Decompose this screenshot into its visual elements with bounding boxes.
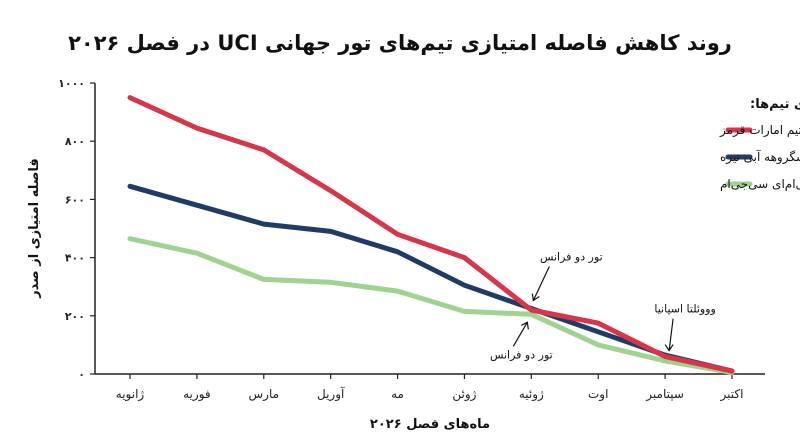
series-line-0 <box>127 95 735 374</box>
annotation-label: وووئلتا اسپانیا <box>654 303 715 316</box>
series-line-1 <box>127 183 735 374</box>
legend-label: دکاتلون سی‌ام‌ای سی‌جی‌ام <box>720 177 800 192</box>
x-tick-label: آوریل <box>317 386 345 402</box>
annotation-arrow <box>668 318 674 351</box>
series-lines <box>127 95 735 375</box>
series-line-2 <box>127 236 735 375</box>
y-tick-label: ۶۰۰ <box>65 193 85 206</box>
x-tick-label: سپتامبر <box>645 387 684 402</box>
x-tick-label: فوریه <box>183 387 211 402</box>
x-tick-label: مه <box>391 387 404 401</box>
legend-title: راهنمای تیم‌ها: <box>750 97 800 112</box>
x-tick-label: ژانویه <box>116 387 145 402</box>
legend: راهنمای تیم‌ها: تیم امارات قرمز ردبول-بور… <box>719 97 800 192</box>
y-tick-label: ۴۰۰ <box>65 252 85 265</box>
plot-area: ۰ ۲۰۰ ۴۰۰ ۶۰۰ ۸۰۰ ۱۰۰۰ ژانویه فوریه مارس آوریل مه… <box>58 77 765 402</box>
y-axis-label: فاصله امتیازی از صدر <box>27 158 42 299</box>
x-tick-label: مارس <box>249 387 280 402</box>
x-ticks: ژانویه فوریه مارس آوریل مه ژوئن ژوئیه اوت سپتامب… <box>116 374 744 402</box>
x-axis-label: ماه‌های فصل ۲۰۲۶ <box>370 417 490 432</box>
y-tick-label: ۰ <box>78 368 85 381</box>
chart-title: روند کاهش فاصله امتیازی تیم‌های تور جهان… <box>68 31 732 55</box>
x-tick-label: ژوئن <box>452 387 476 402</box>
annotation-arrow <box>512 322 528 347</box>
annotation-label: تور دو فرانس <box>540 251 603 264</box>
annotations: تور دو فرانس تور دو فرانس وووئلتا اسپانیا <box>490 251 716 362</box>
annotation-arrowhead <box>664 344 674 352</box>
y-tick-label: ۸۰۰ <box>65 135 85 148</box>
legend-label: ردبول-بورا-هانسگروهه آبی تیره <box>720 149 800 165</box>
y-tick-label: ۱۰۰۰ <box>58 77 85 90</box>
x-tick-label: اکتبر <box>720 387 744 402</box>
x-tick-label: ژوئیه <box>519 387 544 402</box>
annotation-arrow <box>532 266 550 301</box>
annotation-label: تور دو فرانس <box>490 348 553 361</box>
legend-label: تیم امارات قرمز <box>719 123 800 138</box>
annotation-arrowhead <box>531 293 540 302</box>
annotation-arrowhead <box>521 321 529 330</box>
y-ticks: ۰ ۲۰۰ ۴۰۰ ۶۰۰ ۸۰۰ ۱۰۰۰ <box>58 77 95 381</box>
x-tick-label: اوت <box>588 387 608 402</box>
y-tick-label: ۲۰۰ <box>65 310 85 323</box>
